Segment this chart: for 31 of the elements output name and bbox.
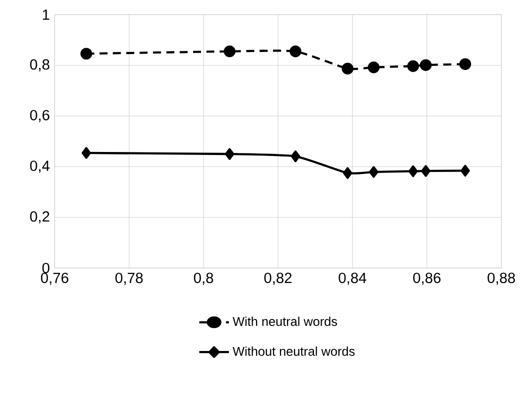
x-tick-label: 0,76 bbox=[40, 272, 68, 285]
point bbox=[421, 165, 430, 177]
legend-label: Without neutral words bbox=[232, 346, 355, 356]
y-tick-label: 0,6 bbox=[30, 110, 50, 122]
point bbox=[420, 59, 432, 71]
point bbox=[368, 61, 380, 74]
point bbox=[80, 48, 92, 60]
x-tick-label: 0,78 bbox=[115, 272, 143, 285]
y-tick-label: 1 bbox=[42, 10, 50, 20]
y-tick-label: 0,4 bbox=[30, 160, 50, 173]
point bbox=[290, 150, 300, 162]
y-tick-label: 0 bbox=[42, 262, 50, 274]
point bbox=[224, 46, 236, 58]
point bbox=[82, 147, 91, 159]
point bbox=[342, 62, 354, 74]
point bbox=[224, 148, 234, 160]
x-tick-label: 0,84 bbox=[338, 272, 366, 285]
x-tick-label: 0,8 bbox=[194, 272, 214, 285]
point bbox=[342, 167, 352, 179]
point bbox=[460, 164, 470, 177]
point bbox=[459, 58, 472, 70]
legend-label: With neutral words bbox=[232, 316, 338, 326]
x-tick-label: 0,82 bbox=[264, 272, 292, 285]
point bbox=[368, 166, 378, 178]
point bbox=[407, 60, 419, 72]
x-tick-label: 0,86 bbox=[413, 272, 441, 285]
y-tick-label: 0,2 bbox=[30, 211, 50, 224]
point bbox=[408, 165, 418, 178]
point bbox=[290, 46, 302, 58]
y-tick-label: 0,8 bbox=[30, 59, 50, 72]
x-tick-label: 0,88 bbox=[488, 272, 515, 285]
